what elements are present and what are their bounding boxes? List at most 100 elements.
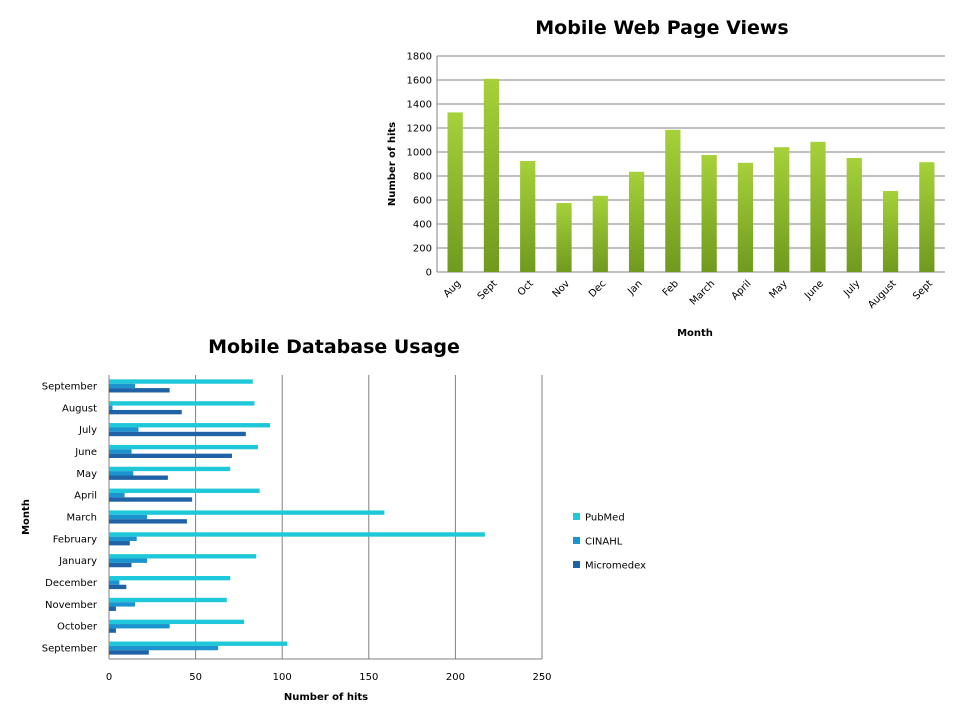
database-usage-chart: Mobile Database Usage September October No… <box>21 336 646 703</box>
database-usage-bar <box>109 650 149 655</box>
database-usage-bar <box>109 388 170 393</box>
database-usage-y-axis-title: Month <box>21 499 32 535</box>
page-views-x-tick-label: Aug <box>442 278 464 300</box>
database-usage-y-tick-label: March <box>67 513 97 524</box>
page-views-y-tick-label: 800 <box>413 172 432 183</box>
database-usage-y-tick-label: August <box>62 403 97 414</box>
database-usage-y-tick-label: July <box>78 425 97 436</box>
database-usage-bar <box>109 409 182 415</box>
page-views-bar <box>628 171 645 272</box>
page-views-bar <box>520 161 536 272</box>
database-usage-bar <box>109 606 116 611</box>
page-views-y-axis-title: Number of hits <box>387 122 398 206</box>
database-usage-bar <box>109 379 253 384</box>
page-views-bar <box>556 203 572 272</box>
database-usage-bar <box>109 401 255 406</box>
page-views-x-tick-label: June <box>802 278 826 302</box>
database-usage-x-tick-label: 0 <box>106 672 112 683</box>
database-usage-bar <box>109 554 257 559</box>
database-usage-bar <box>109 444 258 450</box>
page-views-bar <box>447 112 463 273</box>
legend-label: CINAHL <box>585 537 623 548</box>
database-usage-y-tick-label: June <box>74 447 97 458</box>
database-usage-bar <box>109 453 232 459</box>
page-views-bar <box>592 195 608 272</box>
database-usage-bar <box>109 488 260 493</box>
database-usage-x-tick-label: 50 <box>189 672 202 683</box>
database-usage-y-tick-label: May <box>76 469 97 480</box>
database-usage-bar <box>109 383 135 389</box>
page-views-x-tick-labels: Aug Sept Oct Nov Dec Jan Feb March April May June J… <box>442 278 935 311</box>
legend-label: Micromedex <box>585 561 646 572</box>
database-usage-bar <box>109 575 231 581</box>
page-views-x-tick-label: Feb <box>661 278 681 298</box>
database-usage-bar <box>109 541 130 546</box>
database-usage-bar <box>109 562 132 568</box>
page-views-title: Mobile Web Page Views <box>535 17 788 39</box>
page-views-y-tick-label: 1400 <box>407 100 432 111</box>
database-usage-bar <box>109 584 127 590</box>
database-usage-x-tick-label: 100 <box>273 672 292 683</box>
page-views-x-tick-label: August <box>866 278 899 311</box>
database-usage-bar <box>109 449 132 454</box>
page-views-chart: Mobile Web Page Views 0 200 400 600 800 1000 1… <box>387 17 945 339</box>
page-views-x-tick-label: Nov <box>551 278 573 300</box>
database-usage-bar <box>109 431 246 437</box>
database-usage-y-tick-label: January <box>58 556 97 567</box>
page-views-y-tick-label: 400 <box>413 220 432 231</box>
database-usage-bars <box>109 379 485 655</box>
page-views-bar <box>483 78 500 272</box>
database-usage-bar <box>109 536 137 542</box>
page-views-y-tick-label: 1200 <box>407 124 432 135</box>
page-views-x-tick-label: May <box>767 278 789 300</box>
database-usage-x-tick-labels: 0 50 100 150 200 250 <box>106 672 552 683</box>
database-usage-x-tick-label: 150 <box>359 672 378 683</box>
database-usage-bar <box>109 558 148 563</box>
database-usage-y-tick-label: October <box>57 622 98 633</box>
database-usage-y-tick-label: February <box>53 534 97 545</box>
database-usage-bar <box>109 475 168 480</box>
database-usage-bar <box>109 514 148 520</box>
page-views-x-tick-label: Oct <box>516 278 536 298</box>
database-usage-y-tick-label: November <box>45 600 98 611</box>
page-views-gridlines <box>436 55 945 273</box>
database-usage-x-axis-title: Number of hits <box>284 692 368 703</box>
page-views-x-tick-label: March <box>688 278 717 307</box>
database-usage-y-tick-labels: September October November December January F… <box>42 381 98 654</box>
database-usage-y-tick-label: April <box>74 491 97 502</box>
database-usage-bar <box>109 619 245 625</box>
page-views-bars <box>447 78 935 273</box>
page-views-x-tick-label: Jan <box>625 278 644 297</box>
page-views-bar <box>919 162 935 272</box>
page-views-bar <box>774 147 790 272</box>
page-views-y-tick-label: 600 <box>413 196 432 207</box>
database-usage-bar <box>109 532 485 537</box>
page-views-x-tick-label: Dec <box>587 278 608 299</box>
database-usage-bar <box>109 427 139 432</box>
page-views-x-axis-title: Month <box>677 328 713 339</box>
database-usage-bar <box>109 405 113 410</box>
page-views-bar <box>665 129 681 272</box>
page-views-y-tick-label: 1600 <box>407 76 432 87</box>
database-usage-bar <box>109 628 116 633</box>
database-usage-x-tick-label: 250 <box>532 672 551 683</box>
database-usage-bar <box>109 497 193 502</box>
database-usage-bar <box>109 510 385 515</box>
database-usage-bar <box>109 624 170 629</box>
page-views-bar <box>810 141 826 272</box>
page-views-bar <box>846 158 862 272</box>
page-views-bar <box>882 191 899 272</box>
page-views-x-tick-label: April <box>730 278 754 302</box>
database-usage-y-tick-label: September <box>42 381 98 392</box>
page-views-y-tick-label: 1000 <box>407 148 432 159</box>
legend-swatch <box>573 537 580 544</box>
database-usage-bar <box>109 519 187 524</box>
database-usage-title: Mobile Database Usage <box>208 336 460 358</box>
page-views-x-tick-label: Sept <box>476 278 500 302</box>
database-usage-bar <box>109 466 231 472</box>
page-views-x-tick-label: Sept <box>911 278 935 302</box>
database-usage-bar <box>109 492 125 498</box>
page-views-y-tick-labels: 0 200 400 600 800 1000 1200 1400 1600 1800 <box>407 52 432 279</box>
database-usage-bar <box>109 602 135 607</box>
page-views-y-tick-label: 200 <box>413 244 432 255</box>
